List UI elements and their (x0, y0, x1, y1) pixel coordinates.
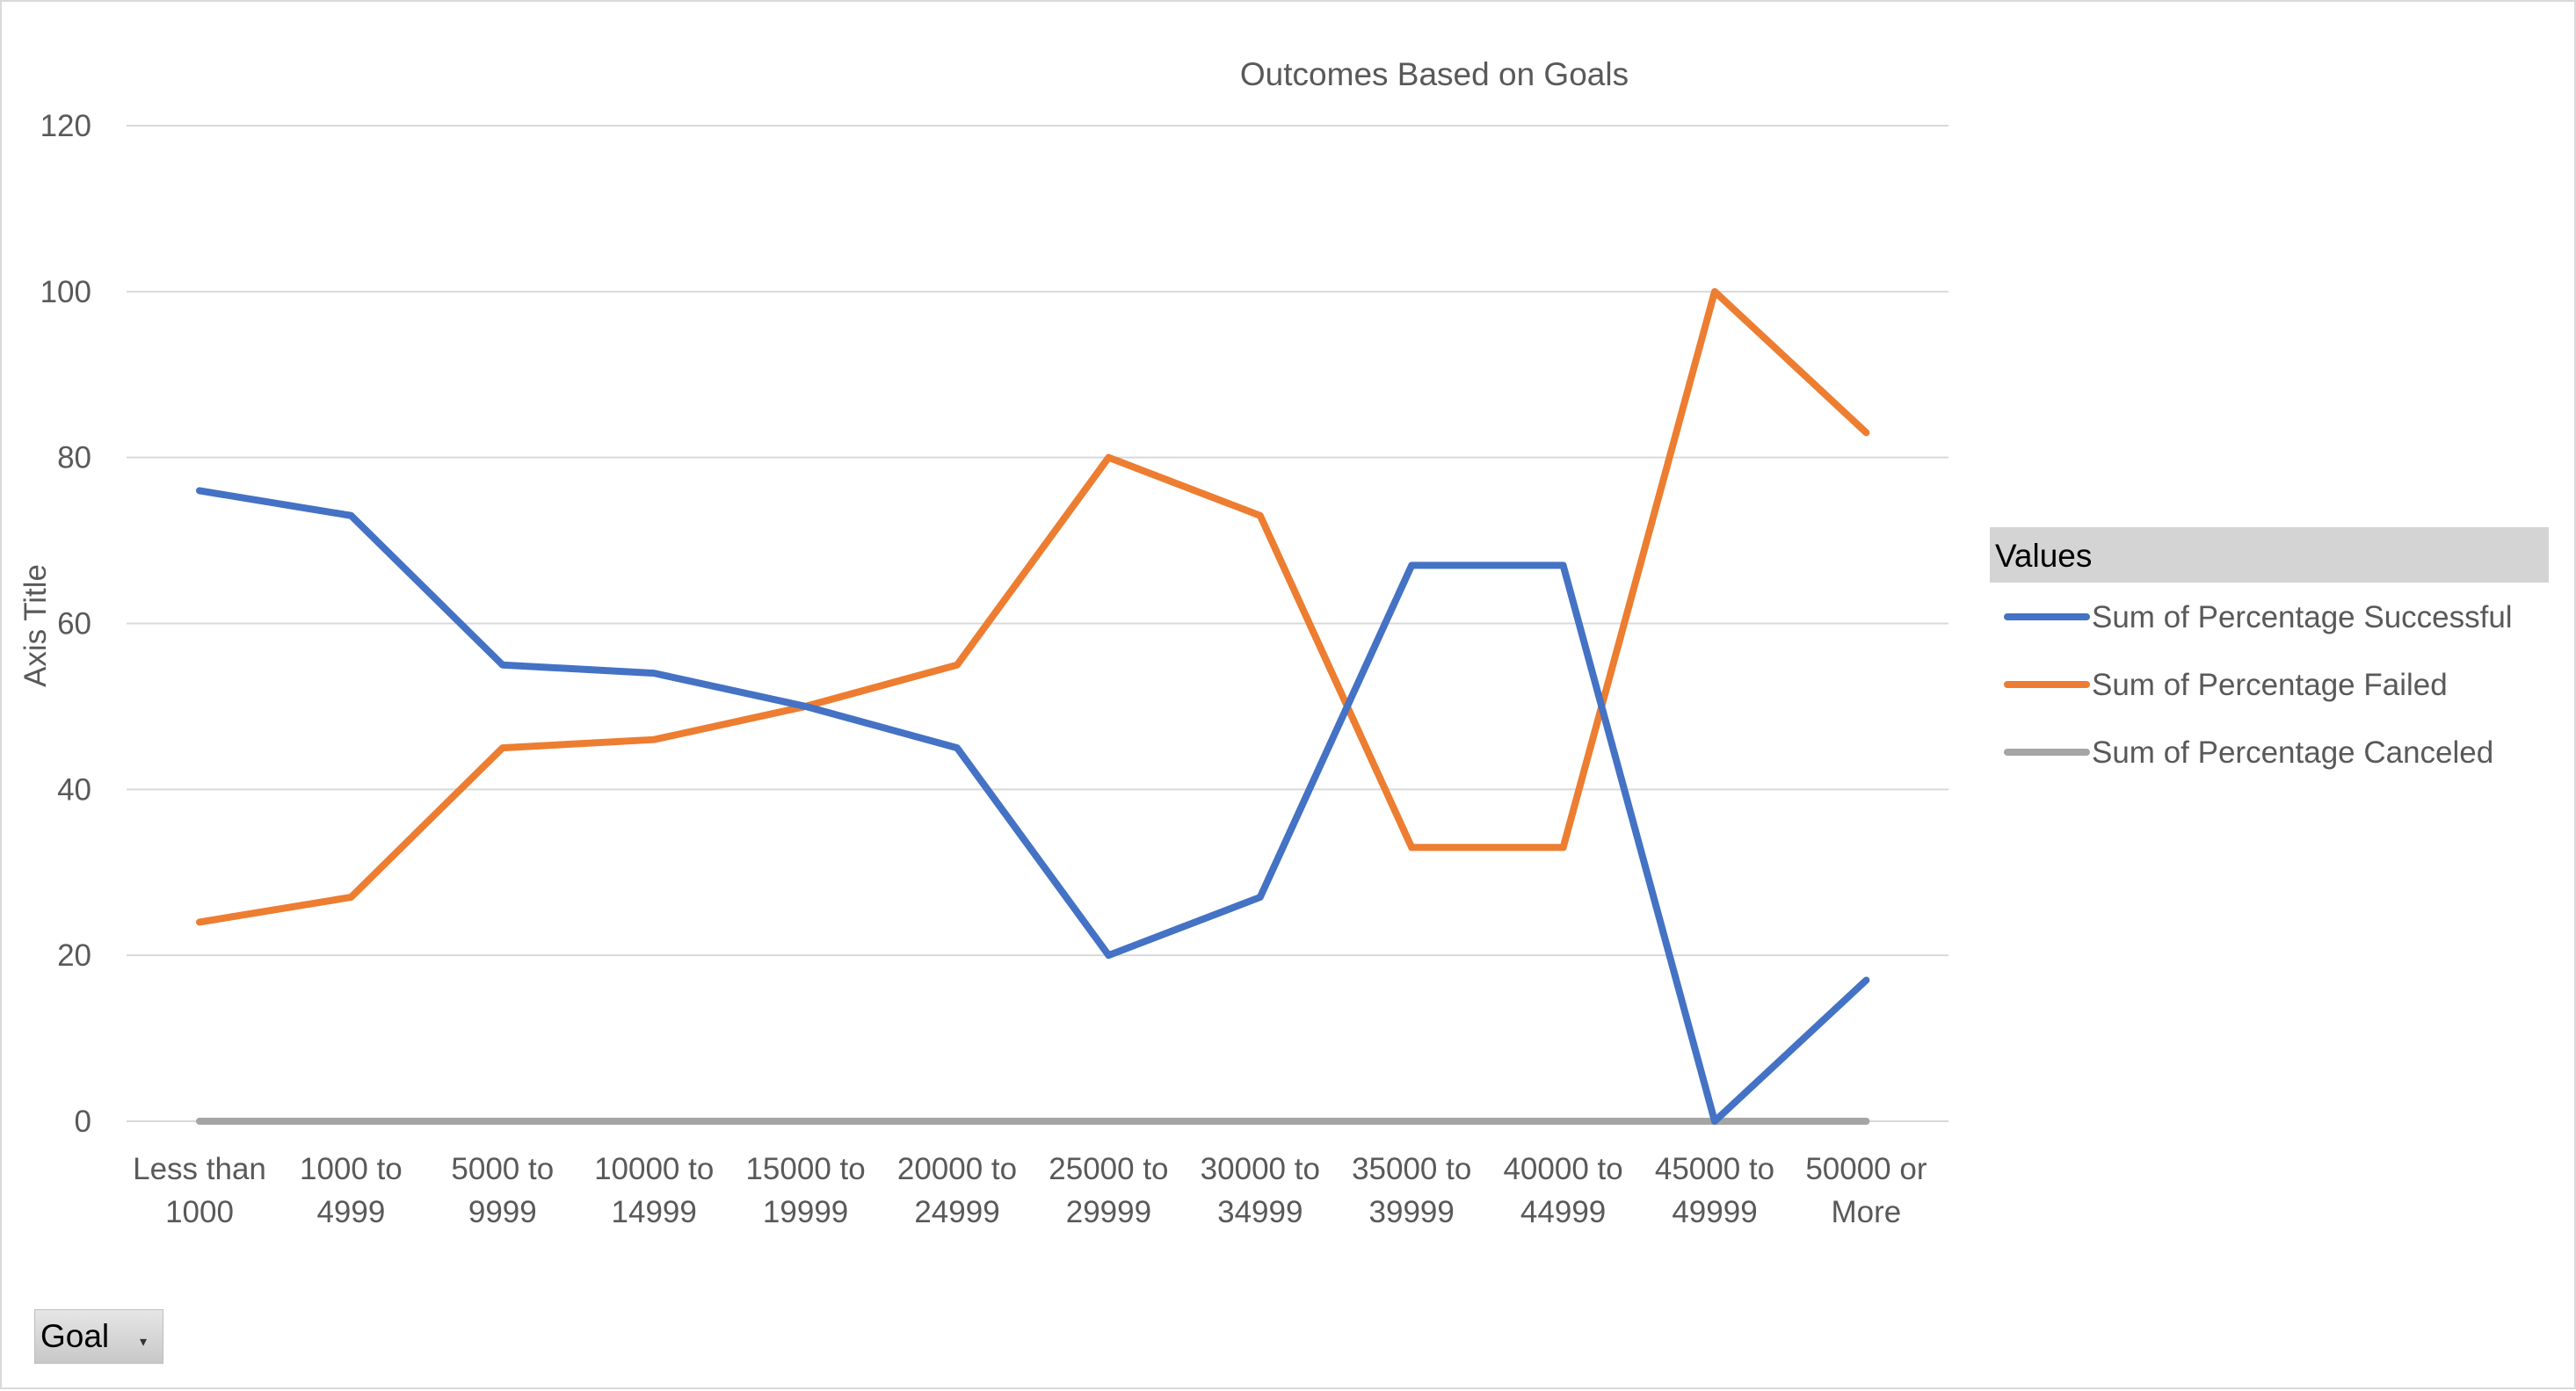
x-tick-line: 20000 to (897, 1152, 1017, 1186)
x-tick-line: 29999 (1066, 1195, 1151, 1229)
x-tick-line: 4999 (316, 1195, 385, 1229)
x-tick-labels: Less than 1000 1000 to 4999 5000 to 9999 10000… (133, 1152, 1927, 1229)
legend-header (1990, 527, 2549, 583)
x-tick-line: 24999 (914, 1195, 999, 1229)
x-tick-line: More (1832, 1195, 1902, 1229)
y-tick-labels: 0 20 40 60 80 100 120 (40, 109, 91, 1139)
x-tick-line: Less than (133, 1152, 266, 1186)
x-tick-line: 9999 (468, 1195, 537, 1229)
x-tick-line: 25000 to (1049, 1152, 1168, 1186)
y-tick-label: 40 (57, 772, 91, 807)
series-lines (196, 287, 1870, 1125)
legend-entry-label: Sum of Percentage Failed (2092, 668, 2448, 702)
x-tick-label: 1000 to 4999 (300, 1152, 403, 1229)
x-tick-line: 1000 to (300, 1152, 403, 1186)
y-tick-label: 80 (57, 441, 91, 475)
legend-title: Values (1995, 538, 2092, 574)
y-axis-title: Axis Title (18, 564, 53, 687)
y-tick-label: 0 (75, 1105, 91, 1139)
y-tick-label: 120 (40, 109, 91, 143)
x-tick-line: 40000 to (1503, 1152, 1622, 1186)
x-tick-line: 34999 (1217, 1195, 1303, 1229)
x-tick-label: 45000 to 49999 (1655, 1152, 1774, 1229)
x-tick-line: 5000 to (451, 1152, 554, 1186)
x-tick-label: 15000 to 19999 (745, 1152, 865, 1229)
legend: Values Sum of Percentage Successful Sum o… (1990, 527, 2549, 770)
x-tick-label: 20000 to 24999 (897, 1152, 1017, 1229)
x-tick-line: 30000 to (1201, 1152, 1320, 1186)
x-tick-label: 30000 to 34999 (1201, 1152, 1320, 1229)
x-tick-label: 10000 to 14999 (594, 1152, 714, 1229)
series-line (196, 487, 1870, 1125)
legend-entry-label: Sum of Percentage Successful (2092, 600, 2513, 634)
x-tick-line: 19999 (763, 1195, 848, 1229)
x-tick-line: 35000 to (1352, 1152, 1471, 1186)
x-tick-line: 10000 to (594, 1152, 714, 1186)
x-tick-line: 14999 (612, 1195, 697, 1229)
x-tick-label: 5000 to 9999 (451, 1152, 554, 1229)
y-tick-label: 60 (57, 607, 91, 641)
x-tick-label: 35000 to 39999 (1352, 1152, 1471, 1229)
y-tick-label: 100 (40, 275, 91, 309)
x-tick-line: 49999 (1672, 1195, 1757, 1229)
x-tick-label: Less than 1000 (133, 1152, 266, 1229)
gridlines (127, 125, 1948, 1122)
x-tick-line: 50000 or (1805, 1152, 1927, 1186)
goal-filter-label: Goal (40, 1318, 110, 1354)
goal-filter-button[interactable]: Goal ▾ (34, 1309, 163, 1364)
x-tick-line: 44999 (1520, 1195, 1606, 1229)
dropdown-arrow-icon: ▾ (139, 1335, 147, 1350)
x-tick-line: 1000 (165, 1195, 234, 1229)
x-tick-label: 25000 to 29999 (1049, 1152, 1168, 1229)
series-line (196, 287, 1870, 926)
x-tick-label: 40000 to 44999 (1503, 1152, 1622, 1229)
y-tick-label: 20 (57, 938, 91, 973)
legend-entry-label: Sum of Percentage Canceled (2092, 735, 2493, 770)
chart-title: Outcomes Based on Goals (1240, 56, 1629, 92)
x-tick-line: 45000 to (1655, 1152, 1774, 1186)
x-tick-line: 15000 to (745, 1152, 865, 1186)
x-tick-label: 50000 or More (1805, 1152, 1927, 1229)
x-tick-line: 39999 (1369, 1195, 1455, 1229)
